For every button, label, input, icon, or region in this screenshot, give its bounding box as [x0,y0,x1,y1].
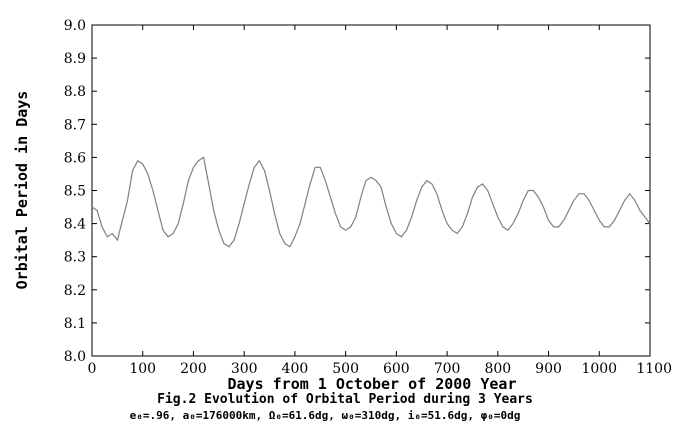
y-tick-label: 9.0 [64,18,86,34]
x-tick-label: 400 [282,361,309,377]
x-tick-label: 600 [383,361,410,377]
figure-caption: Fig.2 Evolution of Orbital Period during… [157,392,533,407]
x-tick-label: 200 [180,361,207,377]
y-tick-label: 8.7 [64,117,86,133]
x-tick-label: 1100 [636,361,672,377]
x-tick-label: 700 [434,361,461,377]
y-tick-label: 8.3 [64,250,86,266]
y-axis-ticks: 8.0 8.1 8.2 8.3 8.4 8.5 8.6 8.7 8.8 8.9 9.0 [64,18,650,365]
x-tick-label: 1000 [581,361,617,377]
y-tick-label: 8.9 [64,51,86,67]
y-tick-label: 8.8 [64,84,86,100]
y-tick-label: 8.6 [64,150,86,166]
x-tick-label: 0 [88,361,97,377]
x-axis-label: Days from 1 October of 2000 Year [228,375,517,393]
orbital-period-line [91,156,651,248]
x-tick-label: 500 [332,361,359,377]
x-tick-label: 800 [484,361,511,377]
orbital-parameters: e₀=.96, a₀=176000km, Ω₀=61.6dg, ω₀=310dg… [130,409,521,422]
y-tick-label: 8.0 [64,349,86,365]
x-axis-ticks: 0 100 200 300 400 500 600 700 800 900 1000 1100 [88,25,672,377]
y-tick-label: 8.1 [64,316,86,332]
x-tick-label: 300 [231,361,258,377]
plot-frame [91,24,651,357]
y-tick-label: 8.4 [64,217,86,233]
y-tick-label: 8.5 [64,184,86,200]
x-tick-label: 900 [535,361,562,377]
y-tick-label: 8.2 [64,283,86,299]
x-tick-label: 100 [129,361,156,377]
y-axis-label: Orbital Period in Days [13,91,31,290]
